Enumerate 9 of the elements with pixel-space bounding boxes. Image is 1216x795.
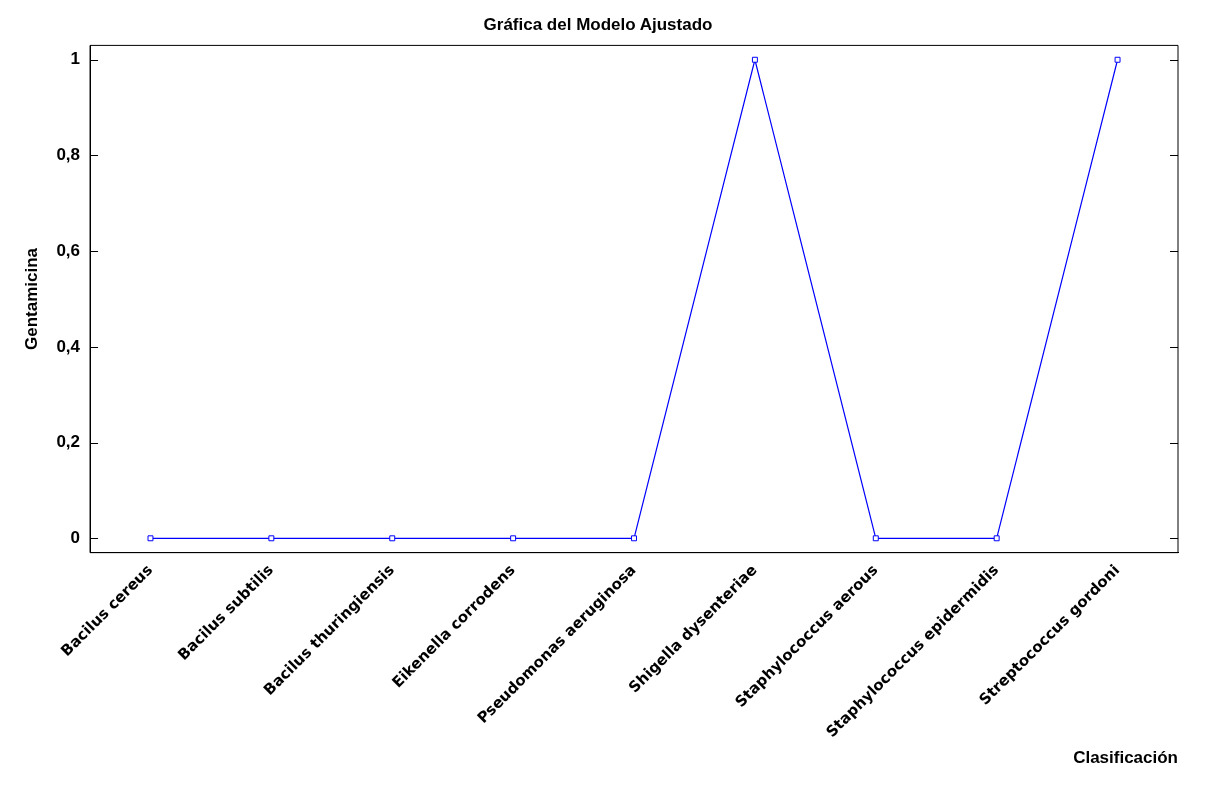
- y-tick-label: 0,6: [56, 240, 81, 260]
- y-axis-title: Gentamicina: [21, 247, 41, 351]
- x-axis-title: Clasificación: [1073, 748, 1178, 768]
- chart-title: Gráfica del Modelo Ajustado: [483, 14, 713, 34]
- y-tick-label: 0,8: [56, 145, 81, 165]
- y-tick-label: 0: [70, 527, 81, 547]
- y-tick-label: 1: [70, 49, 81, 69]
- y-tick-label: 0,4: [56, 336, 81, 356]
- y-tick-label: 0,2: [56, 432, 81, 452]
